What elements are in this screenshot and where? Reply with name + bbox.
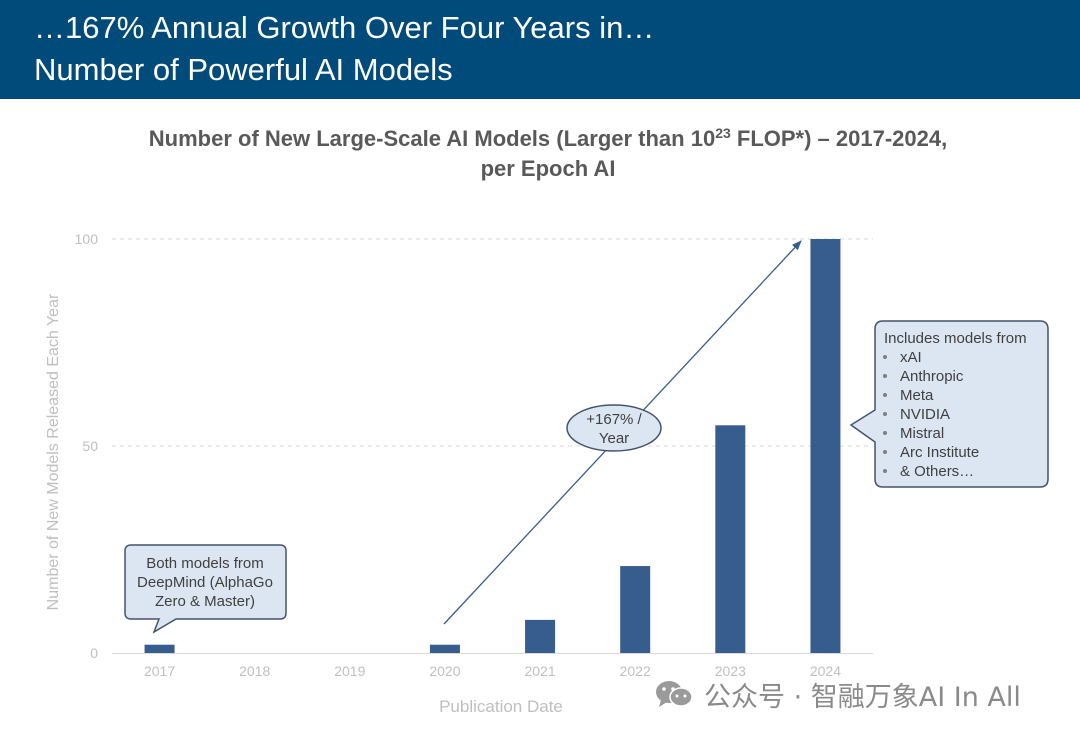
callout-bullet [883, 469, 887, 473]
bar-2022 [620, 566, 651, 653]
x-tick-label-2022: 2022 [620, 663, 651, 679]
y-tick-label: 50 [82, 438, 98, 454]
y-tick-label: 0 [90, 645, 98, 661]
x-tick-label-2020: 2020 [429, 663, 460, 679]
callout-bullet [883, 412, 887, 416]
watermark-text: 公众号 · 智融万象AI In All [704, 681, 1021, 713]
bar-2021 [525, 619, 556, 653]
callout-2024-item: NVIDIA [900, 406, 950, 423]
callout-2024-item: Arc Institute [900, 444, 979, 461]
bar-2023 [715, 425, 746, 653]
trend-label-ellipse [566, 404, 662, 452]
callout-2017-line3: Zero & Master) [155, 593, 255, 610]
grid-lines [112, 238, 873, 447]
callout-2017-line1: Both models from [146, 555, 264, 572]
x-tick-label-2023: 2023 [715, 663, 746, 679]
callout-bullet [883, 431, 887, 435]
x-tick-label-2018: 2018 [239, 663, 270, 679]
header-title-line1: …167% Annual Growth Over Four Years in… [34, 10, 655, 45]
trend-label-line2: Year [599, 430, 629, 447]
bar-2017 [144, 644, 175, 653]
callout-2024-item: Anthropic [900, 368, 964, 385]
trend-label-line1: +167% / [586, 411, 642, 428]
callout-bullet [883, 450, 887, 454]
x-tick-labels: 2017 2018 2019 2020 2021 2022 2023 2024 [144, 663, 841, 679]
callout-bullet [883, 393, 887, 397]
wechat-icon [656, 681, 693, 707]
chart-title-tail: FLOP*) – 2017-2024, [731, 126, 947, 151]
x-axis-label: Publication Date [439, 697, 563, 716]
y-axis-label: Number of New Models Released Each Year [45, 293, 62, 610]
callout-2024-item: Meta [900, 387, 934, 404]
chart-title-sup: 23 [715, 125, 731, 141]
callout-2017-line2: DeepMind (AlphaGo [137, 574, 273, 591]
callout-bullet [883, 355, 887, 359]
callout-2024-header: Includes models from [884, 330, 1027, 347]
watermark: 公众号 · 智融万象AI In All [654, 676, 1021, 713]
callout-2024-item: xAI [900, 349, 922, 366]
callout-2024-item: & Others… [900, 463, 974, 480]
bar-chart: Number of New Large-Scale AI Models (Lar… [45, 125, 1049, 716]
x-tick-label-2021: 2021 [524, 663, 555, 679]
x-tick-label-2017: 2017 [144, 663, 175, 679]
x-tick-label-2019: 2019 [334, 663, 365, 679]
callout-bullet [883, 374, 887, 378]
x-tick-label-2024: 2024 [810, 663, 841, 679]
y-tick-label: 100 [75, 231, 99, 247]
callout-2024-shape [849, 320, 1049, 488]
chart-title-main: Number of New Large-Scale AI Models (Lar… [149, 126, 715, 151]
bars [144, 239, 841, 653]
y-tick-labels: 0 50 100 [75, 231, 99, 661]
callout-2017: Both models from DeepMind (AlphaGo Zero … [124, 544, 287, 634]
header-banner: …167% Annual Growth Over Four Years in… … [0, 0, 1080, 99]
trend-label-callout: +167% / Year [566, 404, 662, 452]
callout-2024-items: xAI Anthropic Meta NVIDIA Mistral Arc Institu… [883, 349, 979, 480]
callout-2024: Includes models from xAI Anthropic Meta NVI… [849, 320, 1049, 488]
callout-2024-item: Mistral [900, 425, 944, 442]
chart-title: Number of New Large-Scale AI Models (Lar… [149, 125, 947, 151]
bar-2024 [810, 239, 841, 653]
chart-title-line2: per Epoch AI [481, 156, 616, 181]
callout-2017-shape [124, 544, 287, 634]
bar-2020 [429, 644, 460, 653]
header-title-line2: Number of Powerful AI Models [34, 52, 453, 87]
